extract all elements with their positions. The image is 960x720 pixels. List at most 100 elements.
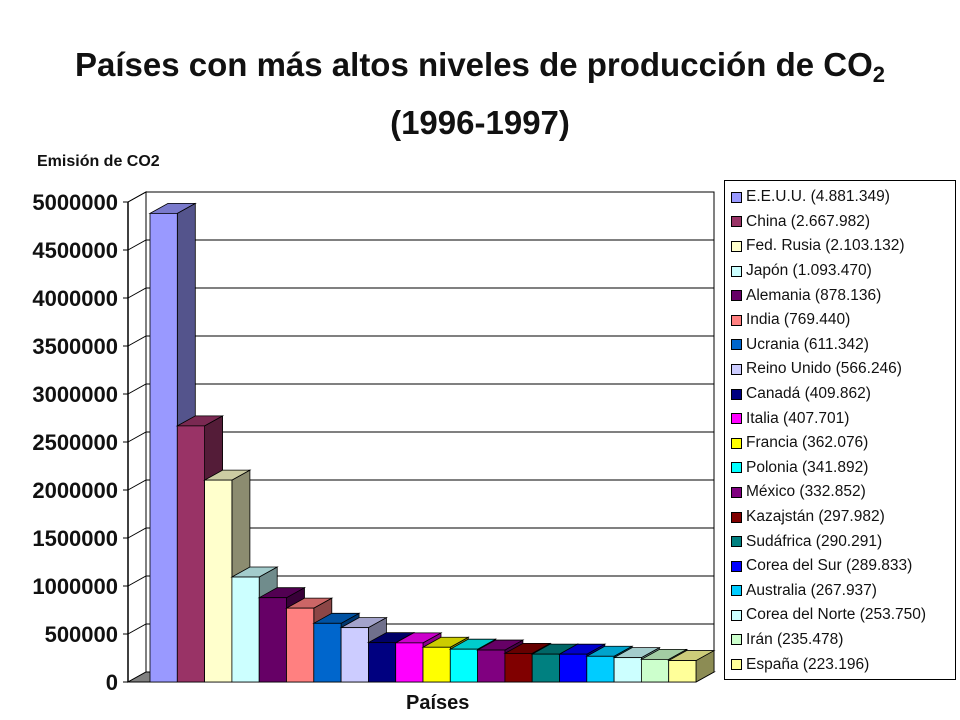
bar: [340, 627, 369, 683]
bar: [395, 642, 424, 683]
legend-label: Italia (407.701): [746, 409, 850, 427]
legend-label: India (769.440): [746, 311, 851, 329]
chart-title-text: Países con más altos niveles de producci…: [74, 46, 873, 83]
legend-label: Corea del Sur (289.833): [746, 557, 913, 575]
y-tick-label: 4000000: [32, 286, 118, 311]
legend-swatch: [731, 659, 742, 671]
legend-swatch: [731, 536, 742, 548]
bar: [422, 646, 451, 683]
gridline: [127, 335, 714, 347]
legend-swatch: [731, 216, 742, 228]
legend-swatch: [731, 486, 742, 498]
bar: [559, 653, 588, 683]
bar: [149, 212, 178, 683]
legend-swatch: [731, 585, 742, 597]
bar: [258, 597, 287, 683]
legend-label: Corea del Norte (253.750): [746, 606, 927, 624]
y-tick-label: 1000000: [32, 574, 118, 599]
legend-label: E.E.U.U. (4.881.349): [746, 188, 890, 206]
legend-item: Kazajstán (297.982): [731, 505, 955, 530]
legend-item: México (332.852): [731, 480, 955, 505]
y-axis-label: Emisión de CO2: [37, 153, 160, 170]
legend-item: Corea del Norte (253.750): [731, 603, 955, 628]
gridline: [127, 383, 714, 395]
legend-swatch: [731, 437, 742, 449]
y-tick-label: 2500000: [32, 430, 118, 455]
legend-swatch: [731, 511, 742, 523]
bar: [586, 655, 615, 683]
y-tick-label: 4500000: [32, 238, 118, 263]
legend-item: E.E.U.U. (4.881.349): [731, 185, 955, 210]
legend-item: India (769.440): [731, 308, 955, 333]
legend-item: Japón (1.093.470): [731, 259, 955, 284]
bar: [313, 622, 342, 683]
legend-label: Ucrania (611.342): [746, 335, 869, 353]
gridline: [127, 287, 714, 299]
legend-swatch: [731, 240, 742, 252]
legend-item: España (223.196): [731, 652, 955, 677]
x-axis-label: Países: [406, 692, 470, 714]
legend-item: Irán (235.478): [731, 628, 955, 653]
legend-item: Ucrania (611.342): [731, 333, 955, 358]
y-tick-label: 3500000: [32, 334, 118, 359]
legend-label: Irán (235.478): [746, 630, 844, 648]
legend: E.E.U.U. (4.881.349) China (2.667.982) Fed…: [724, 180, 956, 680]
legend-swatch: [731, 265, 742, 277]
legend-swatch: [731, 388, 742, 400]
legend-swatch: [731, 560, 742, 572]
legend-item: Francia (362.076): [731, 431, 955, 456]
bar: [449, 648, 478, 683]
legend-item: Australia (267.937): [731, 579, 955, 604]
legend-label: Australia (267.937): [746, 581, 877, 599]
legend-item: Corea del Sur (289.833): [731, 554, 955, 579]
chart-subtitle: (1996-1997): [390, 104, 570, 141]
legend-label: Canadá (409.862): [746, 385, 871, 403]
bar: [641, 658, 670, 683]
bar: [613, 657, 642, 683]
y-tick-label: 0: [106, 670, 118, 695]
bar: [367, 642, 397, 683]
legend-item: Reino Unido (566.246): [731, 357, 955, 382]
legend-item: Sudáfrica (290.291): [731, 529, 955, 554]
legend-label: Alemania (878.136): [746, 286, 882, 304]
legend-label: Polonia (341.892): [746, 458, 869, 476]
bar: [531, 653, 560, 683]
legend-label: Fed. Rusia (2.103.132): [746, 237, 905, 255]
legend-item: Canadá (409.862): [731, 382, 955, 407]
gridline: [127, 575, 714, 587]
y-tick-label: 500000: [45, 622, 118, 647]
legend-swatch: [731, 609, 742, 621]
bar: [668, 660, 697, 683]
legend-swatch: [731, 363, 742, 375]
gridline: [127, 431, 714, 443]
legend-label: China (2.667.982): [746, 212, 871, 230]
y-tick-label: 5000000: [32, 190, 118, 215]
legend-swatch: [731, 462, 742, 474]
chart-title: Países con más altos niveles de producci…: [0, 48, 960, 86]
chart-title-subscript: 2: [872, 62, 886, 87]
y-tick-label: 2000000: [32, 478, 118, 503]
gridline: [127, 239, 714, 251]
legend-swatch: [731, 314, 742, 326]
legend-item: China (2.667.982): [731, 210, 955, 235]
legend-swatch: [731, 413, 742, 425]
legend-swatch: [731, 290, 742, 302]
gridline: [127, 191, 714, 203]
legend-label: Reino Unido (566.246): [746, 360, 902, 378]
bar: [204, 479, 233, 683]
legend-swatch: [731, 634, 742, 646]
y-tick-label: 1500000: [32, 526, 118, 551]
legend-label: Francia (362.076): [746, 434, 869, 452]
legend-item: Fed. Rusia (2.103.132): [731, 234, 955, 259]
bar: [176, 425, 206, 683]
bar: [504, 652, 533, 683]
legend-label: España (223.196): [746, 655, 870, 673]
bar: [231, 576, 260, 683]
legend-label: Sudáfrica (290.291): [746, 532, 883, 550]
legend-label: México (332.852): [746, 483, 866, 501]
legend-label: Japón (1.093.470): [746, 262, 872, 280]
legend-item: Polonia (341.892): [731, 456, 955, 481]
bar: [477, 649, 506, 683]
y-tick-label: 3000000: [32, 382, 118, 407]
